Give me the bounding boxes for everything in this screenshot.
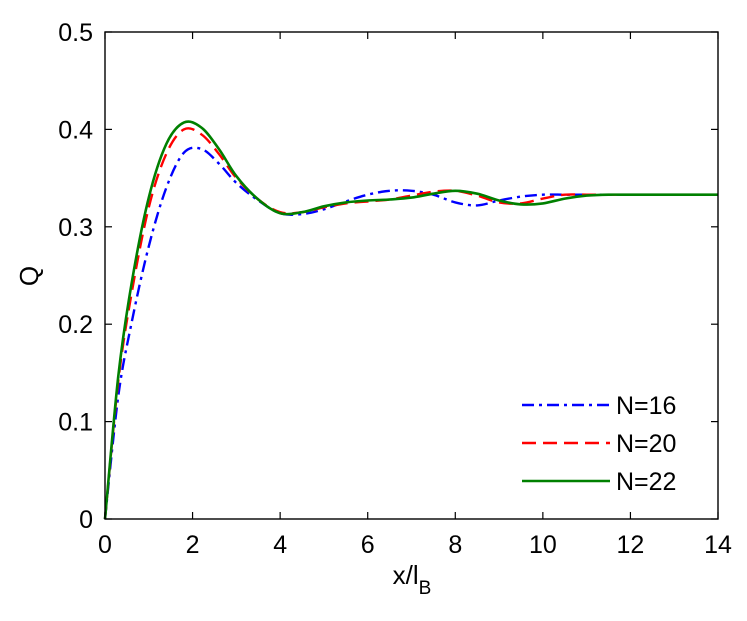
- y-tick-label: 0.5: [58, 19, 93, 47]
- y-tick-label: 0.3: [58, 214, 93, 242]
- legend-label-n22: N=22: [616, 468, 676, 496]
- y-tick-label: 0: [79, 506, 93, 534]
- x-tick-label: 4: [273, 531, 287, 559]
- axes-box: [104, 31, 719, 520]
- x-tick-label: 0: [98, 531, 112, 559]
- x-axis-label-sub: B: [419, 578, 432, 599]
- series-layer: [103, 120, 718, 520]
- x-tick-label: 14: [704, 531, 732, 559]
- legend: N=16 N=20 N=22: [522, 392, 676, 496]
- y-tick-label: 0.1: [58, 409, 93, 437]
- x-axis-label: x/lB: [393, 560, 432, 599]
- legend-label-n16: N=16: [616, 392, 676, 420]
- y-axis-label: Q: [14, 266, 44, 286]
- plot-area: [105, 32, 718, 519]
- legend-label-n20: N=20: [616, 430, 676, 458]
- y-tick-label: 0.4: [58, 116, 93, 144]
- x-tick-label: 12: [617, 531, 645, 559]
- y-tick-label: 0.2: [58, 311, 93, 339]
- x-tick-label: 6: [361, 531, 375, 559]
- x-tick-label: 2: [186, 531, 200, 559]
- x-axis-label-main: x/l: [393, 560, 419, 590]
- tick-layer: 0 2 4 6 8 10 12 14 0 0.1 0.2 0.3 0.4 0.5: [58, 19, 732, 559]
- x-tick-label: 10: [529, 531, 557, 559]
- x-tick-label: 8: [448, 531, 462, 559]
- series-line-n22: [103, 120, 718, 520]
